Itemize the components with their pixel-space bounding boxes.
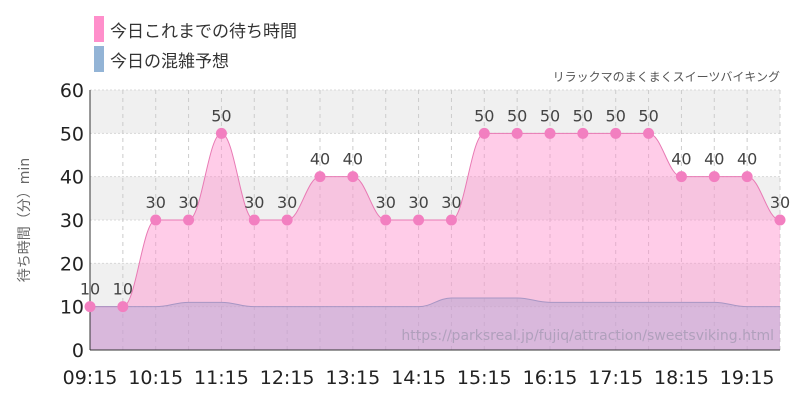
data-label: 30 [146,193,166,212]
data-label: 50 [606,106,626,125]
data-point [478,127,490,139]
data-point [675,171,687,183]
data-label: 30 [244,193,264,212]
data-point [544,127,556,139]
legend-swatch-forecast [94,46,104,72]
data-point [248,214,260,226]
data-label: 40 [310,150,330,169]
x-tick-label: 17:15 [588,367,643,389]
data-label: 30 [441,193,461,212]
data-point [577,127,589,139]
data-label: 50 [507,106,527,125]
y-tick-label: 0 [72,340,84,362]
x-tick-label: 19:15 [720,367,775,389]
data-point [183,214,195,226]
data-point [347,171,359,183]
data-label: 10 [80,280,100,299]
x-tick-label: 16:15 [523,367,578,389]
data-label: 40 [737,150,757,169]
watermark-url: https://parksreal.jp/fujiq/attraction/sw… [401,328,774,344]
x-tick-label: 11:15 [194,367,249,389]
data-label: 50 [638,106,658,125]
data-label: 40 [343,150,363,169]
data-point [511,127,523,139]
series-area-forecast [90,298,780,350]
legend-item-actual: 今日これまでの待ち時間 [94,14,297,44]
y-tick-label: 50 [60,123,84,145]
x-tick-label: 14:15 [391,367,446,389]
data-point [643,127,655,139]
x-tick-label: 09:15 [63,367,118,389]
data-point [774,214,786,226]
x-tick-label: 13:15 [325,367,380,389]
legend-swatch-actual [94,16,104,42]
data-point [380,214,392,226]
x-tick-label: 15:15 [457,367,512,389]
y-tick-label: 30 [60,210,84,232]
y-tick-label: 10 [60,297,84,319]
legend-label-actual: 今日これまでの待ち時間 [110,21,297,42]
legend-item-forecast: 今日の混雑予想 [94,44,297,74]
data-label: 50 [211,106,231,125]
data-point [84,301,96,313]
data-label: 30 [408,193,428,212]
series-area-actual [90,133,780,350]
y-tick-label: 60 [60,80,84,102]
data-point [445,214,457,226]
data-label: 50 [540,106,560,125]
grid-band [90,176,780,220]
y-tick-label: 20 [60,253,84,275]
grid-band [90,263,780,307]
data-label: 30 [770,193,790,212]
x-tick-label: 18:15 [654,367,709,389]
data-point [314,171,326,183]
data-point [610,127,622,139]
data-label: 30 [376,193,396,212]
data-point [117,301,129,313]
chart-subtitle: リラックマのまくまくスイーツバイキング [552,70,780,84]
data-label: 40 [704,150,724,169]
data-label: 30 [178,193,198,212]
x-tick-label: 10:15 [128,367,183,389]
data-label: 50 [474,106,494,125]
legend-label-forecast: 今日の混雑予想 [110,51,229,72]
data-point [741,171,753,183]
data-label: 30 [277,193,297,212]
data-point [150,214,162,226]
grid-band [90,90,780,134]
legend: 今日これまでの待ち時間 今日の混雑予想 [94,14,297,74]
data-label: 10 [113,280,133,299]
data-label: 50 [573,106,593,125]
series-line-forecast [89,297,780,308]
data-point [708,171,720,183]
data-point [215,127,227,139]
data-point [281,214,293,226]
y-tick-label: 40 [60,167,84,189]
data-point [413,214,425,226]
x-tick-label: 12:15 [260,367,315,389]
data-label: 40 [671,150,691,169]
